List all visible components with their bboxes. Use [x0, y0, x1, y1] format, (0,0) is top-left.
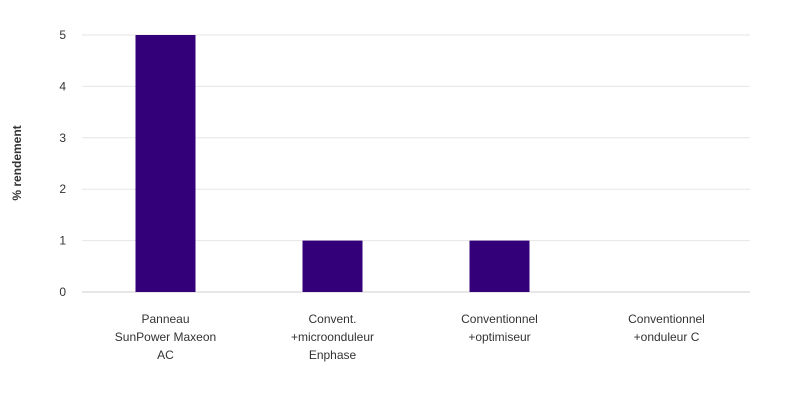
x-category-label-line: Conventionnel — [461, 312, 538, 326]
bar-0 — [135, 35, 196, 292]
bar-2 — [469, 240, 530, 292]
y-tick-label: 5 — [59, 28, 66, 42]
x-category-label-line: AC — [157, 348, 174, 362]
bars — [135, 35, 530, 292]
x-category-label: Panneau SunPower Maxeon AC — [115, 312, 216, 362]
x-category-label-line: +onduleur C — [634, 330, 700, 344]
y-tick-label: 3 — [59, 131, 66, 145]
x-category-label-line: Conventionnel — [628, 312, 705, 326]
x-category-label: Conventionnel +optimiseur — [461, 312, 538, 344]
x-category-label-line: Panneau — [141, 312, 189, 326]
y-tick-label: 2 — [59, 182, 66, 196]
y-tick-label: 1 — [59, 234, 66, 248]
x-category-label-line: +microonduleur — [291, 330, 374, 344]
x-axis-labels: Panneau SunPower Maxeon AC Convent. +microon… — [115, 312, 705, 362]
x-category-label-line: SunPower Maxeon — [115, 330, 216, 344]
x-category-label-line: +optimiseur — [468, 330, 530, 344]
bar-1 — [302, 240, 363, 292]
y-axis-ticks: 0 1 2 3 4 5 — [59, 28, 66, 299]
x-category-label-line: Enphase — [309, 348, 357, 362]
y-axis-title: % rendement — [10, 125, 24, 200]
y-tick-label: 0 — [59, 285, 66, 299]
x-category-label: Convent. +microonduleur Enphase — [291, 312, 374, 362]
x-category-label: Conventionnel +onduleur C — [628, 312, 705, 344]
x-category-label-line: Convent. — [308, 312, 356, 326]
y-tick-label: 4 — [59, 79, 66, 93]
